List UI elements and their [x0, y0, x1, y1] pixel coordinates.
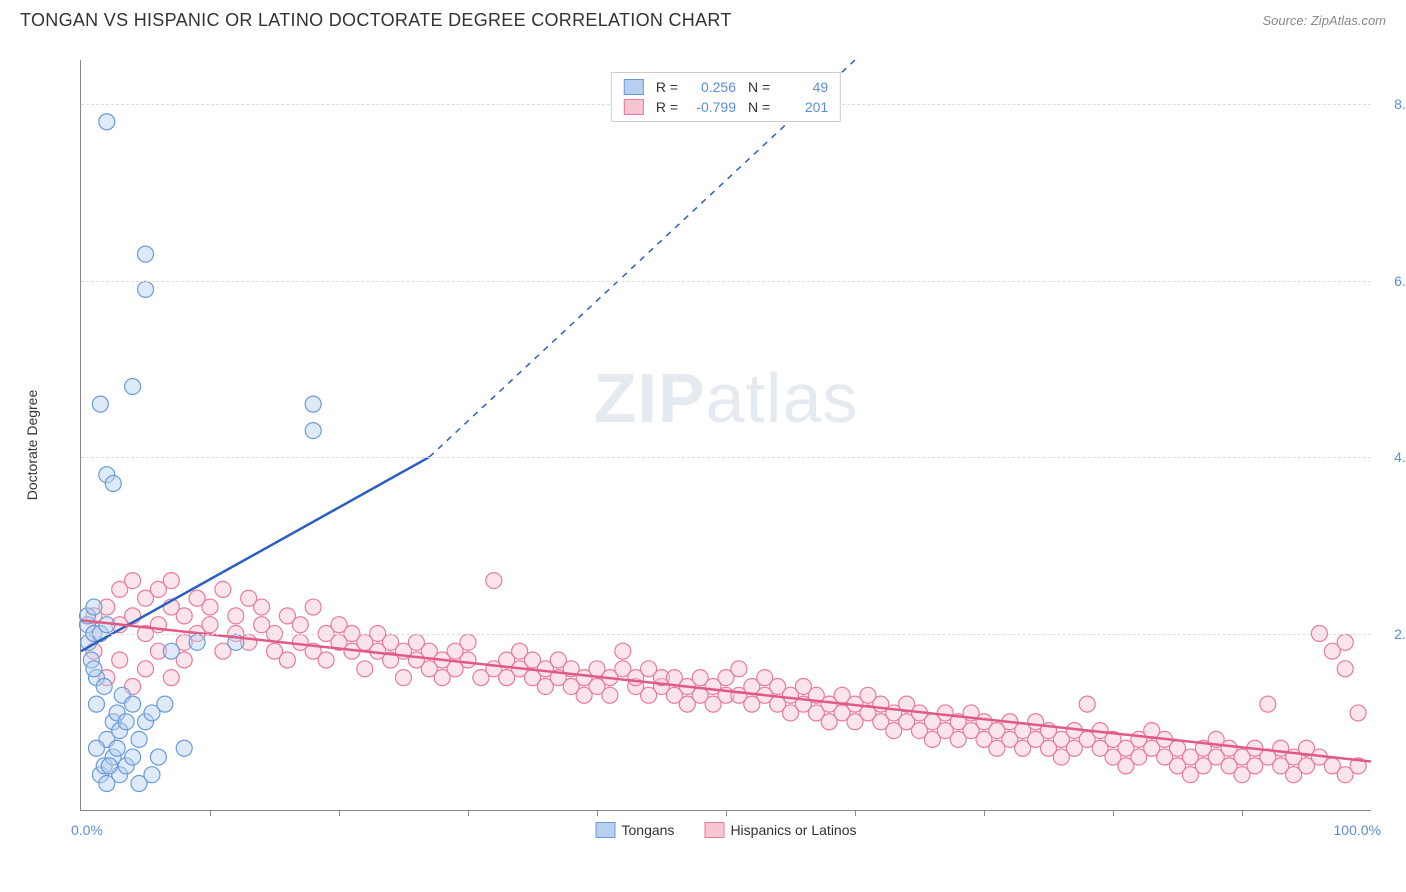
data-point [101, 758, 117, 774]
gridline [81, 457, 1371, 458]
regression-line-hispanics [81, 620, 1371, 761]
legend-item-hispanics: Hispanics or Latinos [704, 822, 856, 838]
data-point [109, 740, 125, 756]
data-point [215, 581, 231, 597]
data-point [254, 599, 270, 615]
swatch-hispanics-icon [704, 822, 724, 838]
title-bar: TONGAN VS HISPANIC OR LATINO DOCTORATE D… [0, 0, 1406, 36]
legend-row-hispanics: R = -0.799 N = 201 [624, 97, 828, 117]
x-tick [855, 810, 856, 816]
data-point [131, 731, 147, 747]
data-point [305, 423, 321, 439]
data-point [731, 661, 747, 677]
data-point [125, 573, 141, 589]
legend-stats-box: R = 0.256 N = 49 R = -0.799 N = 201 [611, 72, 841, 122]
data-point [486, 573, 502, 589]
chart-area: Doctorate Degree ZIPatlas R = 0.256 N = … [50, 50, 1386, 840]
data-point [1337, 661, 1353, 677]
data-point [305, 396, 321, 412]
data-point [292, 617, 308, 633]
x-tick [468, 810, 469, 816]
data-point [1260, 696, 1276, 712]
gridline [81, 281, 1371, 282]
data-point [88, 696, 104, 712]
data-point [1079, 696, 1095, 712]
x-axis-min-label: 0.0% [71, 822, 103, 838]
data-point [118, 714, 134, 730]
data-point [176, 740, 192, 756]
data-point [202, 599, 218, 615]
y-tick-label: 2.0% [1394, 626, 1406, 642]
data-point [1337, 634, 1353, 650]
data-point [1350, 705, 1366, 721]
plot-region: ZIPatlas R = 0.256 N = 49 R = -0.799 N =… [80, 60, 1371, 811]
x-axis-max-label: 100.0% [1334, 822, 1381, 838]
x-tick [726, 810, 727, 816]
data-point [138, 661, 154, 677]
data-point [163, 643, 179, 659]
data-point [615, 643, 631, 659]
data-point [163, 670, 179, 686]
data-point [138, 281, 154, 297]
chart-title: TONGAN VS HISPANIC OR LATINO DOCTORATE D… [20, 10, 732, 31]
data-point [96, 678, 112, 694]
x-tick [1113, 810, 1114, 816]
y-tick-label: 6.0% [1394, 273, 1406, 289]
data-point [357, 661, 373, 677]
data-point [105, 476, 121, 492]
data-point [279, 652, 295, 668]
data-point [150, 749, 166, 765]
y-tick-label: 4.0% [1394, 449, 1406, 465]
data-point [86, 599, 102, 615]
data-point [163, 573, 179, 589]
data-point [92, 396, 108, 412]
data-point [176, 608, 192, 624]
data-point [138, 246, 154, 262]
x-tick [597, 810, 598, 816]
data-point [88, 740, 104, 756]
x-tick [339, 810, 340, 816]
scatter-svg [81, 60, 1371, 810]
data-point [602, 687, 618, 703]
data-point [318, 652, 334, 668]
data-point [144, 767, 160, 783]
data-point [112, 652, 128, 668]
y-axis-title: Doctorate Degree [24, 390, 40, 501]
y-tick-label: 8.0% [1394, 96, 1406, 112]
data-point [86, 661, 102, 677]
legend-bottom: Tongans Hispanics or Latinos [596, 822, 857, 838]
legend-item-tongans: Tongans [596, 822, 675, 838]
data-point [460, 634, 476, 650]
x-tick [984, 810, 985, 816]
data-point [125, 749, 141, 765]
data-point [157, 696, 173, 712]
data-point [460, 652, 476, 668]
data-point [228, 608, 244, 624]
data-point [99, 114, 115, 130]
gridline [81, 634, 1371, 635]
data-point [125, 696, 141, 712]
legend-row-tongans: R = 0.256 N = 49 [624, 77, 828, 97]
swatch-tongans-icon [596, 822, 616, 838]
data-point [189, 634, 205, 650]
swatch-tongans [624, 79, 644, 95]
x-tick [210, 810, 211, 816]
data-point [305, 599, 321, 615]
data-point [125, 378, 141, 394]
x-tick [1242, 810, 1243, 816]
swatch-hispanics [624, 99, 644, 115]
data-point [396, 670, 412, 686]
data-point [202, 617, 218, 633]
source-attribution: Source: ZipAtlas.com [1262, 13, 1386, 28]
